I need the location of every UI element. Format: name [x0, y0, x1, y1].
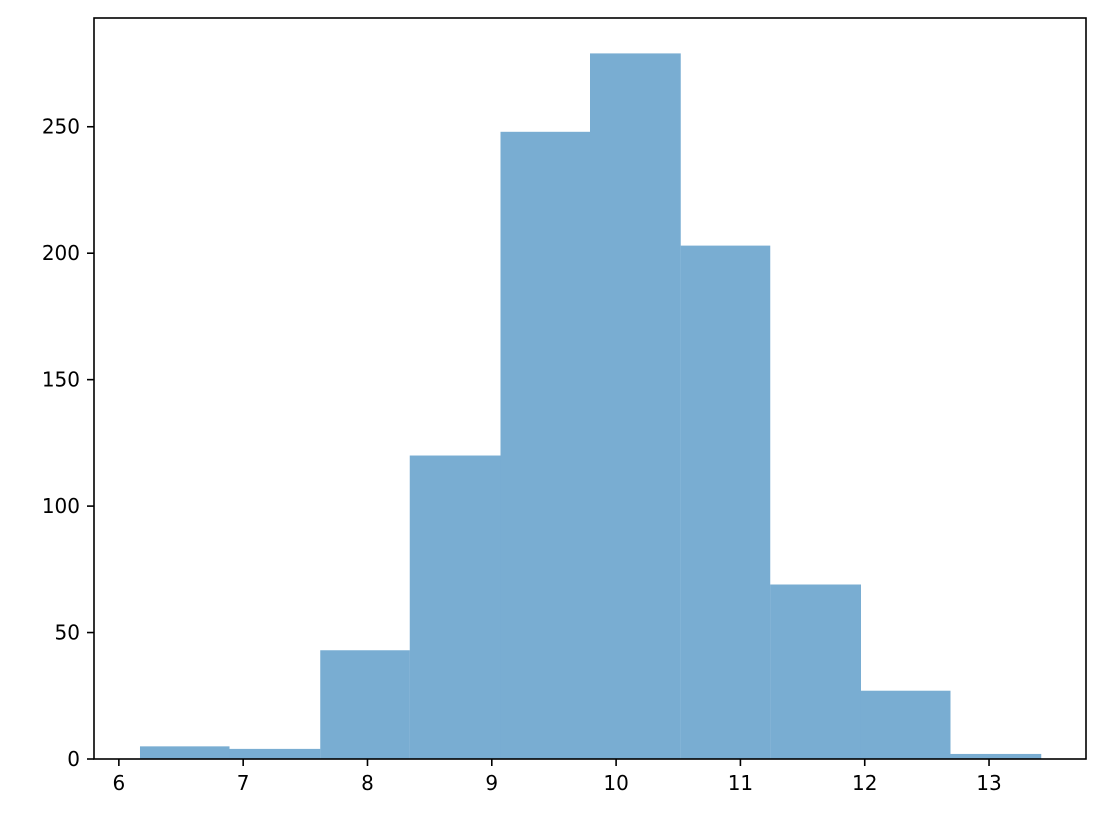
- histogram-bar: [409, 455, 501, 759]
- y-tick-label: 250: [42, 115, 80, 139]
- histogram-bar: [320, 650, 410, 759]
- histogram-bar: [229, 748, 321, 759]
- x-axis: 6 7 8 9 10 11 12 13: [112, 759, 1002, 795]
- histogram-bar: [950, 753, 1042, 759]
- histogram-bar: [590, 53, 681, 760]
- histogram-bar: [770, 584, 861, 759]
- histogram-bar: [680, 245, 771, 760]
- x-tick-label: 13: [976, 771, 1001, 795]
- y-tick-label: 200: [42, 241, 80, 265]
- histogram-bar: [860, 690, 951, 759]
- x-tick-label: 12: [852, 771, 877, 795]
- histogram-bar: [139, 746, 230, 759]
- y-tick-label: 0: [67, 747, 80, 771]
- plot-frame: [93, 17, 1087, 760]
- x-tick-label: 7: [237, 771, 250, 795]
- y-axis: 0 50 100 150 200 250: [42, 115, 94, 771]
- histogram-bar: [500, 131, 590, 759]
- x-tick-label: 8: [361, 771, 374, 795]
- x-tick-label: 10: [603, 771, 628, 795]
- y-tick-label: 100: [42, 494, 80, 518]
- y-tick-label: 150: [42, 368, 80, 392]
- x-tick-label: 9: [485, 771, 498, 795]
- x-tick-label: 6: [112, 771, 125, 795]
- x-tick-label: 11: [728, 771, 753, 795]
- histogram-bars: [139, 53, 1042, 760]
- y-tick-label: 50: [55, 621, 80, 645]
